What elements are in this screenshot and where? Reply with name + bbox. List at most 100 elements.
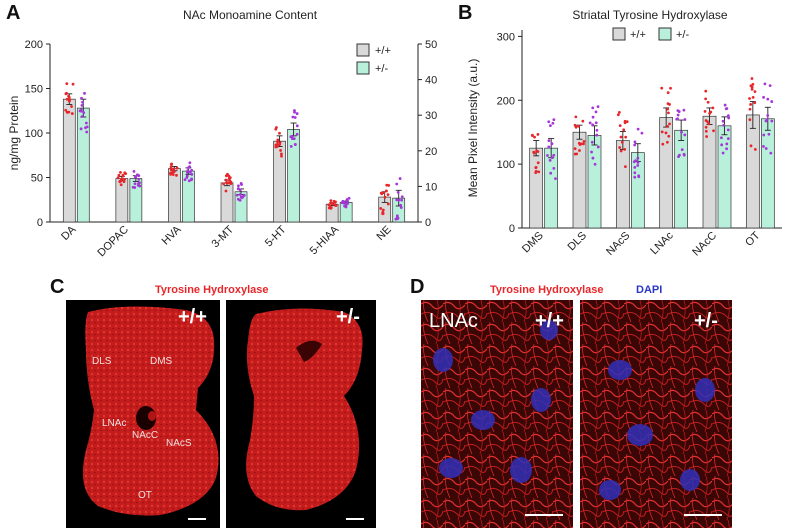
data-point <box>397 198 401 202</box>
bar-nacc-wt <box>702 115 717 229</box>
data-point <box>548 158 552 162</box>
data-point <box>395 198 399 202</box>
data-point <box>293 116 297 119</box>
data-point <box>704 97 708 101</box>
data-point <box>750 85 754 89</box>
chart-b-title: Striatal Tyrosine Hydroxylase <box>572 8 728 22</box>
data-point <box>768 84 772 88</box>
data-point <box>711 106 715 110</box>
bar-3-mt-wt <box>220 182 234 223</box>
data-point <box>622 128 626 132</box>
y-tick-label: 150 <box>25 84 43 96</box>
data-point <box>769 151 773 155</box>
d-region-label: LNAc <box>429 310 478 332</box>
x-tick-label-3-mt: 3-MT <box>209 223 236 250</box>
data-point <box>619 149 623 153</box>
x-tick-label-nacs: NAcS <box>604 230 632 258</box>
data-point <box>616 113 620 117</box>
data-point <box>276 145 279 148</box>
data-point <box>236 197 240 201</box>
bar-5-ht-wt <box>273 140 286 223</box>
data-point <box>591 156 595 160</box>
x-tick-label-nacc: NAcC <box>690 230 719 259</box>
data-point <box>749 103 753 106</box>
bar-nacs-wt <box>615 140 630 229</box>
micrograph-d-het: +/- <box>580 300 732 528</box>
data-point <box>636 156 640 160</box>
data-point <box>554 177 557 180</box>
x-tick-label-hva: HVA <box>160 223 184 247</box>
y2-tick-label: 50 <box>425 39 437 51</box>
data-point <box>770 100 774 103</box>
data-point <box>334 204 338 207</box>
data-point <box>293 143 297 146</box>
data-point <box>552 118 556 121</box>
legend-swatch-wt <box>356 43 370 57</box>
data-point <box>123 178 126 181</box>
data-point <box>551 121 555 125</box>
data-point <box>133 182 137 186</box>
y2-tick-label: 20 <box>425 146 437 158</box>
legend-swatch-wt <box>612 27 626 41</box>
data-point <box>274 127 278 131</box>
x-tick-label-dms: DMS <box>520 230 546 256</box>
data-point <box>329 199 333 203</box>
data-point <box>227 174 231 178</box>
c-genotype-het: +/- <box>336 306 360 328</box>
d-genotype-wt: +/+ <box>535 310 564 332</box>
y-tick-label: 50 <box>31 173 43 185</box>
data-point <box>594 121 598 125</box>
data-point <box>770 119 774 123</box>
data-point <box>666 125 669 128</box>
legend-label-het: +/- <box>676 29 689 41</box>
data-point <box>720 136 723 140</box>
data-point <box>636 164 640 167</box>
data-point <box>766 97 770 101</box>
data-point <box>660 130 664 134</box>
data-point <box>381 210 385 214</box>
data-point <box>399 203 403 207</box>
data-point <box>726 114 730 118</box>
y-tick-label: 0 <box>509 223 515 235</box>
scale-bar <box>188 518 206 520</box>
data-point <box>122 180 126 184</box>
data-point <box>574 115 578 119</box>
data-point <box>595 128 599 132</box>
data-point <box>636 127 640 131</box>
data-point <box>623 147 627 151</box>
scale-bar <box>525 514 563 516</box>
data-point <box>278 131 281 135</box>
data-point <box>172 167 176 171</box>
data-point <box>682 152 686 156</box>
data-point <box>591 123 595 127</box>
data-point <box>750 87 754 91</box>
data-point <box>80 115 84 118</box>
data-point <box>753 101 757 105</box>
data-point <box>175 166 179 170</box>
data-point <box>590 140 594 144</box>
data-point <box>347 196 351 200</box>
bar-dms-wt <box>529 147 544 229</box>
chart-a-title: NAc Monoamine Content <box>182 8 318 22</box>
data-point <box>633 140 637 144</box>
data-point <box>386 202 390 206</box>
data-point <box>577 124 580 128</box>
data-point <box>550 142 554 146</box>
data-point <box>640 131 644 135</box>
data-point <box>65 97 69 101</box>
data-point <box>137 182 140 185</box>
data-point <box>64 108 68 112</box>
bar-dls-het <box>587 135 602 229</box>
data-point <box>683 133 687 137</box>
data-point <box>79 127 83 131</box>
data-point <box>132 169 136 173</box>
data-point <box>343 204 346 208</box>
x-tick-label-ne: NE <box>375 224 394 243</box>
data-point <box>667 111 670 115</box>
y-tick-label: 200 <box>25 39 43 51</box>
panel-d-stain2-label: DAPI <box>636 284 663 296</box>
data-point <box>618 124 622 127</box>
data-point <box>381 208 385 212</box>
data-point <box>595 133 599 137</box>
data-point <box>171 170 175 174</box>
